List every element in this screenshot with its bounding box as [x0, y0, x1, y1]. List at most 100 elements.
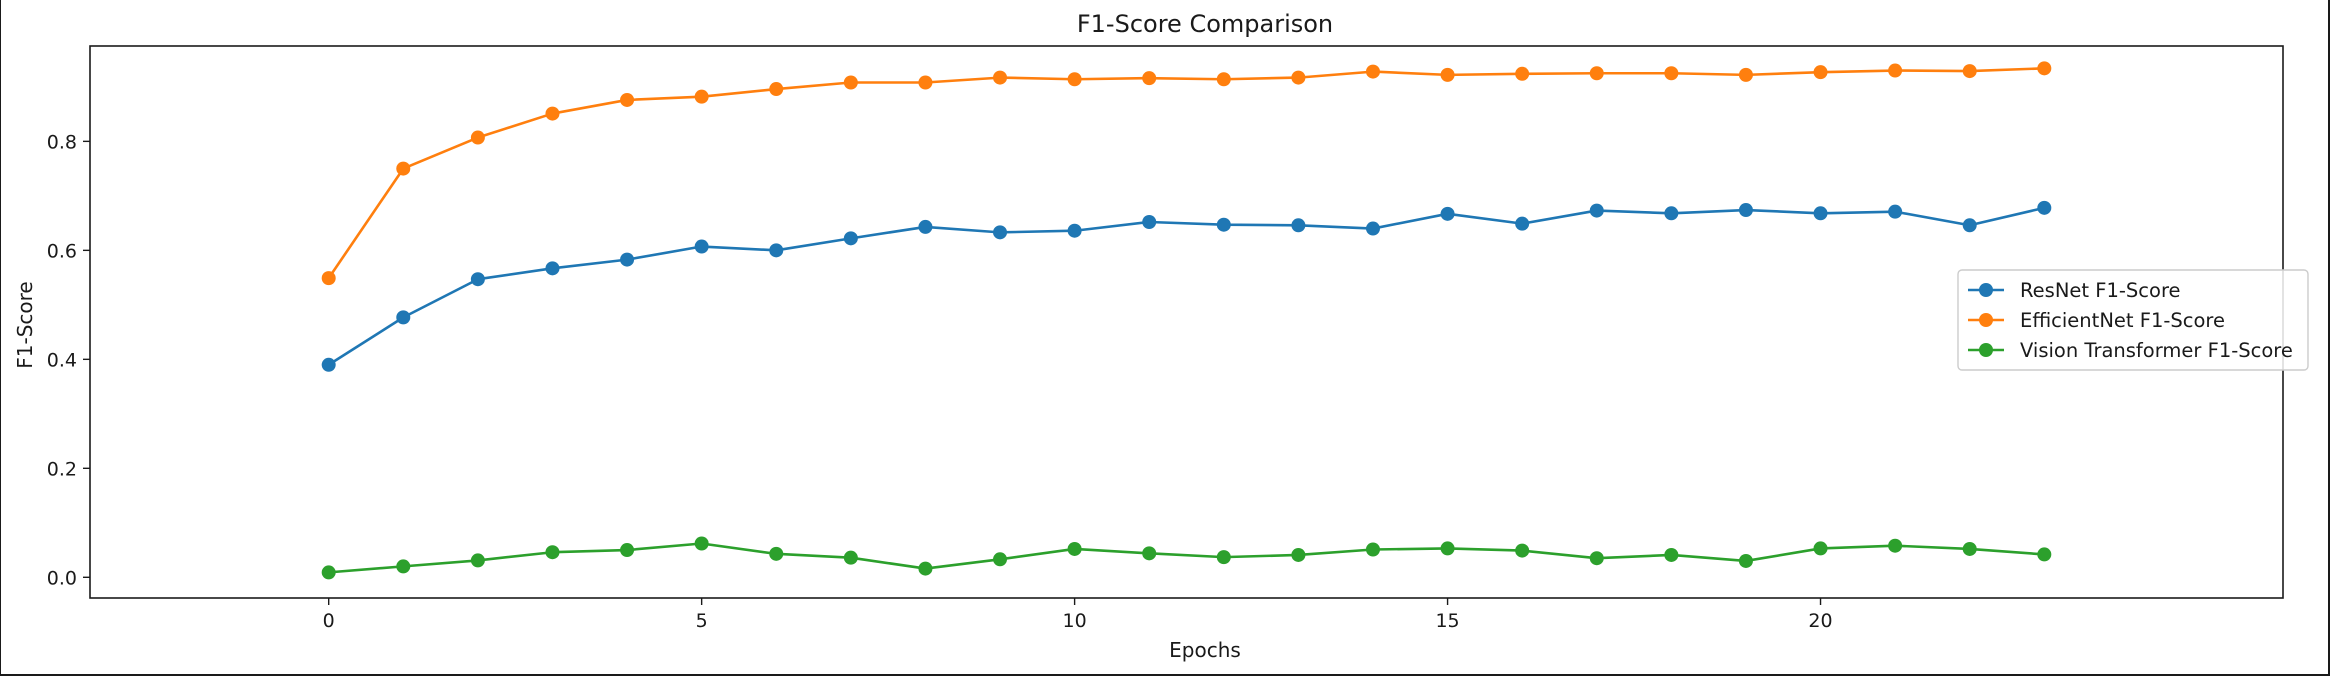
data-point [1440, 541, 1455, 556]
data-point [1738, 553, 1753, 568]
data-point [1664, 206, 1679, 221]
y-axis-label: F1-Score [13, 281, 37, 368]
plot-area: 0 5 10 15 20 0.0 0.2 0.4 0.6 0.8 [47, 45, 2284, 632]
data-point [545, 106, 560, 121]
data-point [1962, 541, 1977, 556]
series-line [327, 206, 2045, 366]
data-point [2037, 61, 2052, 76]
y-tick-label: 0.6 [47, 240, 77, 262]
data-point [1291, 547, 1306, 562]
data-point [1888, 204, 1903, 219]
y-tick-label: 0.0 [47, 567, 77, 589]
data-point [1142, 215, 1157, 230]
series-vision-transformer-f1-score [321, 536, 2052, 580]
data-point [1888, 63, 1903, 78]
data-point [1515, 66, 1530, 81]
series-resnet-f1-score [321, 200, 2052, 372]
data-point [1664, 66, 1679, 81]
data-point [843, 550, 858, 565]
data-point [2037, 200, 2052, 215]
y-tick-label: 0.8 [47, 131, 77, 153]
x-tick-label: 5 [696, 610, 708, 632]
data-point [1813, 541, 1828, 556]
legend-box [1957, 269, 2309, 371]
data-point [918, 219, 933, 234]
y-tick-label: 0.4 [47, 349, 77, 371]
legend-marker [1979, 283, 1993, 297]
data-point [620, 92, 635, 107]
x-tick-label: 0 [323, 610, 335, 632]
data-point [1365, 542, 1380, 557]
chart-title: F1-Score Comparison [1077, 10, 1333, 38]
series-efficientnet-f1-score [321, 61, 2052, 286]
data-point [1365, 221, 1380, 236]
data-point [620, 543, 635, 558]
series-line [327, 67, 2045, 279]
data-point [1216, 550, 1231, 565]
data-point [769, 546, 784, 561]
data-point [1067, 541, 1082, 556]
data-point [694, 536, 709, 551]
data-point [694, 239, 709, 254]
data-point [1216, 72, 1231, 87]
data-point [545, 545, 560, 560]
data-point [1067, 72, 1082, 87]
data-point [1589, 551, 1604, 566]
legend-label: EfficientNet F1-Score [2020, 309, 2225, 332]
data-point [1589, 66, 1604, 81]
data-point [843, 231, 858, 246]
legend-marker [1979, 313, 1993, 327]
legend: ResNet F1-Score EfficientNet F1-Score Visi… [1957, 269, 2309, 371]
legend-label: Vision Transformer F1-Score [2020, 339, 2293, 362]
data-point [396, 559, 411, 574]
data-point [1291, 70, 1306, 85]
data-point [321, 271, 336, 286]
x-tick-label: 20 [1808, 610, 1832, 632]
data-point [321, 565, 336, 580]
series-line [328, 542, 2045, 574]
y-tick-label: 0.2 [47, 458, 77, 480]
data-point [769, 243, 784, 258]
data-point [1962, 218, 1977, 233]
data-point [1142, 546, 1157, 561]
data-point [2037, 547, 2052, 562]
legend-label: ResNet F1-Score [2020, 279, 2181, 302]
data-point [1589, 203, 1604, 218]
data-point [1813, 65, 1828, 80]
data-point [396, 310, 411, 325]
data-point [694, 89, 709, 104]
x-tick-label: 10 [1063, 610, 1087, 632]
data-point [1738, 203, 1753, 218]
data-point [470, 130, 485, 145]
data-point [1813, 206, 1828, 221]
data-point [1291, 218, 1306, 233]
x-tick-label: 15 [1435, 610, 1459, 632]
x-axis-label: Epochs [1169, 638, 1241, 662]
data-point [1142, 71, 1157, 86]
data-point [769, 82, 784, 97]
data-point [918, 75, 933, 90]
data-point [843, 75, 858, 90]
legend-item: Vision Transformer F1-Score [1968, 339, 2293, 362]
axes-frame [89, 45, 2284, 599]
data-point [993, 70, 1008, 85]
data-point [1962, 64, 1977, 79]
data-point [321, 357, 336, 372]
data-point [1515, 216, 1530, 231]
data-point [470, 553, 485, 568]
legend-item: ResNet F1-Score [1968, 279, 2181, 302]
data-point [1738, 67, 1753, 82]
data-point [1216, 217, 1231, 232]
data-point [620, 252, 635, 267]
data-point [1664, 547, 1679, 562]
data-point [1888, 538, 1903, 553]
data-point [1440, 206, 1455, 221]
data-point [993, 225, 1008, 240]
data-point [545, 261, 560, 276]
data-point [396, 161, 411, 176]
data-point [470, 272, 485, 287]
legend-item: EfficientNet F1-Score [1968, 309, 2225, 332]
data-point [1067, 223, 1082, 238]
